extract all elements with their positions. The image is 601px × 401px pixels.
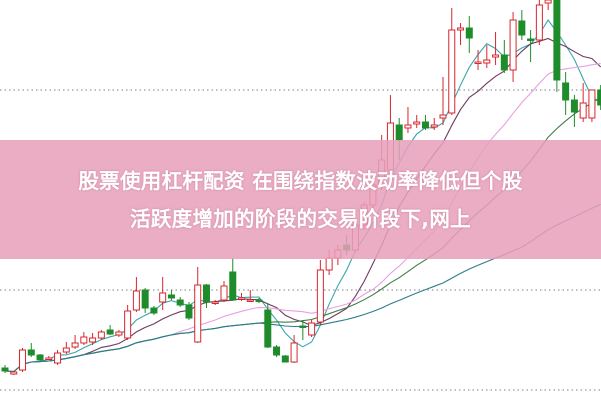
candle-up	[325, 257, 333, 271]
candle-down	[150, 307, 158, 314]
candle-up	[509, 19, 517, 71]
candle-down	[421, 121, 429, 129]
candle-up	[579, 102, 587, 119]
candle-up	[238, 297, 246, 300]
candle-up	[54, 352, 62, 364]
candle-down	[255, 299, 263, 302]
candle-down	[395, 124, 403, 141]
candle-up	[89, 337, 97, 343]
candle-down	[141, 289, 149, 309]
candle-up	[211, 301, 219, 304]
candle-down	[273, 346, 281, 356]
candle-up	[413, 121, 421, 125]
candle-down	[106, 329, 114, 335]
candle-down	[500, 54, 508, 71]
candle-down	[518, 20, 526, 36]
candle-down	[36, 354, 44, 361]
candle-up	[45, 357, 53, 360]
candle-up	[308, 322, 316, 336]
candle-up	[439, 114, 447, 119]
candle-up	[10, 371, 18, 375]
candle-down	[281, 355, 289, 363]
candle-up	[80, 336, 88, 344]
candle-down	[465, 27, 473, 39]
candle-up	[492, 54, 500, 58]
candle-up	[246, 299, 254, 302]
candle-up	[62, 347, 70, 353]
candle-up	[483, 59, 491, 64]
candle-down	[185, 304, 193, 319]
candle-up	[316, 269, 324, 323]
candle-up	[159, 292, 167, 303]
headline-line-2: 活跃度增加的阶段的交易阶段下,网上	[130, 206, 471, 231]
candle-up	[115, 331, 123, 336]
candle-up	[448, 29, 456, 114]
ma5-line	[4, 19, 601, 373]
candle-down	[299, 325, 307, 328]
candle-up	[404, 124, 412, 129]
candle-up	[220, 285, 228, 301]
candle-down	[527, 38, 535, 41]
candle-down	[229, 271, 237, 301]
candle-up	[544, 0, 552, 4]
candle-up	[457, 27, 465, 31]
candle-up	[97, 331, 105, 339]
candle-down	[27, 349, 35, 356]
candle-down	[202, 284, 210, 303]
candle-up	[194, 284, 202, 343]
candle-up	[588, 89, 596, 119]
candle-down	[553, 0, 561, 81]
candle-up	[132, 290, 140, 311]
candle-down	[264, 309, 272, 348]
candle-down	[562, 82, 570, 101]
candle-up	[290, 342, 298, 363]
candle-up	[474, 61, 482, 64]
headline-line-1: 股票使用杠杆配资 在围绕指数波动率降低但个股	[78, 168, 523, 193]
candle-up	[71, 342, 79, 348]
candle-up	[535, 4, 543, 41]
candle-up	[124, 310, 132, 339]
candle-down	[570, 99, 578, 113]
candle-up	[430, 124, 438, 128]
candle-down	[176, 299, 184, 306]
headline-banner: 股票使用杠杆配资 在围绕指数波动率降低但个股 活跃度增加的阶段的交易阶段下,网上	[0, 140, 601, 259]
candle-up	[19, 349, 27, 371]
candle-down	[167, 294, 175, 299]
candle-down	[1, 367, 9, 372]
